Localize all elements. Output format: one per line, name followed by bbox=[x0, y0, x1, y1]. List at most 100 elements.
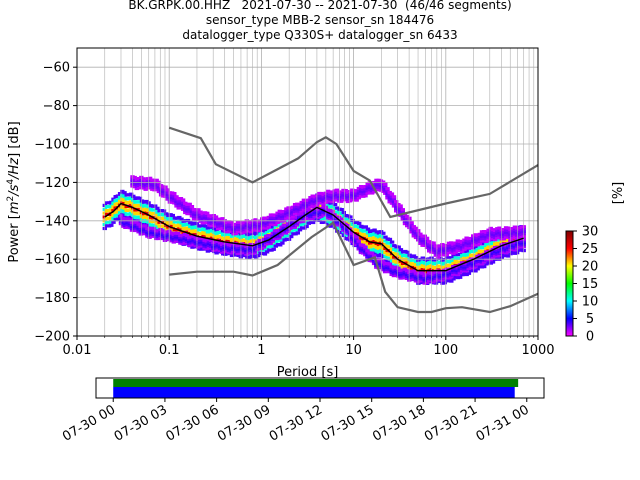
density-cell bbox=[431, 280, 436, 284]
density-cell bbox=[383, 182, 388, 186]
density-cell bbox=[305, 210, 311, 214]
density-cell bbox=[360, 247, 366, 251]
x-tick-label: 100 bbox=[433, 343, 458, 358]
density-cell bbox=[486, 235, 491, 239]
density-cell bbox=[503, 226, 509, 230]
density-cell bbox=[131, 217, 136, 221]
density-cell bbox=[383, 250, 388, 255]
density-cell bbox=[481, 254, 487, 258]
x-tick-label: 1000 bbox=[521, 343, 554, 358]
density-cell bbox=[115, 202, 121, 206]
colorbar-tick-label: 25 bbox=[582, 242, 599, 257]
density-cell bbox=[503, 228, 509, 232]
density-cell bbox=[242, 223, 247, 227]
density-cell bbox=[218, 238, 224, 242]
density-cell bbox=[486, 237, 491, 241]
density-cell bbox=[409, 230, 414, 234]
density-cell bbox=[431, 250, 436, 254]
density-cell bbox=[301, 217, 306, 221]
density-cell bbox=[191, 242, 196, 246]
density-cell bbox=[365, 249, 370, 253]
x-tick-label: 10 bbox=[345, 343, 362, 358]
density-cell bbox=[209, 217, 214, 221]
density-cell bbox=[360, 251, 366, 255]
density-cell bbox=[262, 229, 268, 233]
density-cell bbox=[174, 220, 180, 224]
density-cell bbox=[151, 227, 157, 231]
density-cell bbox=[286, 206, 291, 210]
density-cell bbox=[437, 276, 443, 280]
density-cell bbox=[400, 250, 406, 254]
density-cell bbox=[371, 261, 377, 266]
density-cell bbox=[179, 221, 184, 225]
density-cell bbox=[360, 249, 366, 253]
density-cell bbox=[136, 183, 142, 188]
density-cell bbox=[433, 262, 439, 266]
density-cell bbox=[131, 213, 136, 218]
timeline-tick-label: 07-30 18 bbox=[370, 402, 428, 444]
density-cell bbox=[196, 228, 202, 232]
density-cell bbox=[224, 247, 229, 251]
density-cell bbox=[169, 200, 175, 204]
density-cell bbox=[277, 236, 282, 240]
density-cell bbox=[486, 241, 491, 245]
density-cell bbox=[191, 240, 196, 244]
density-cell bbox=[279, 231, 284, 235]
density-cell bbox=[347, 194, 353, 198]
density-cell bbox=[470, 262, 476, 266]
density-cell bbox=[382, 268, 388, 272]
density-cell bbox=[393, 265, 399, 269]
density-cell bbox=[426, 276, 432, 281]
density-cell bbox=[347, 199, 353, 203]
density-cell bbox=[158, 228, 163, 232]
density-cell bbox=[158, 233, 163, 237]
density-cell bbox=[242, 238, 248, 242]
density-cell bbox=[457, 275, 463, 279]
density-cell bbox=[185, 222, 191, 226]
density-cell bbox=[303, 205, 309, 209]
density-cell bbox=[168, 220, 173, 224]
density-cell bbox=[433, 266, 439, 270]
density-cell bbox=[242, 230, 247, 234]
y-tick-label: −100 bbox=[34, 138, 70, 153]
density-cell bbox=[369, 191, 375, 195]
density-cell bbox=[475, 267, 480, 271]
density-cell bbox=[227, 232, 232, 236]
density-cell bbox=[200, 236, 205, 240]
density-cell bbox=[512, 248, 518, 252]
density-cell bbox=[115, 198, 121, 202]
density-cell bbox=[385, 187, 390, 191]
density-cell bbox=[301, 219, 306, 223]
density-cell bbox=[382, 270, 388, 274]
density-cell bbox=[363, 240, 368, 244]
density-cell bbox=[460, 249, 465, 254]
density-cell bbox=[136, 226, 141, 230]
y-axis-label-part: 2 bbox=[6, 196, 16, 202]
density-cell bbox=[440, 262, 445, 266]
density-cell bbox=[275, 220, 280, 224]
density-cell bbox=[438, 264, 443, 268]
density-cell bbox=[147, 231, 152, 236]
density-cell bbox=[316, 210, 322, 214]
density-cell bbox=[400, 254, 406, 258]
density-cell bbox=[473, 269, 478, 273]
density-cell bbox=[297, 228, 303, 232]
density-cell bbox=[363, 225, 368, 229]
density-cell bbox=[290, 217, 295, 222]
density-cell bbox=[165, 188, 170, 192]
density-cell bbox=[347, 192, 353, 196]
timeline-tick-label: 07-30 09 bbox=[215, 402, 273, 444]
density-cell bbox=[383, 243, 388, 247]
density-cell bbox=[380, 182, 386, 186]
density-cell bbox=[198, 219, 203, 223]
density-cell bbox=[264, 250, 270, 254]
density-cell bbox=[442, 244, 447, 248]
colorbar-label: [%] bbox=[611, 182, 626, 205]
density-cell bbox=[169, 198, 175, 202]
density-cell bbox=[433, 258, 439, 262]
density-cell bbox=[440, 258, 445, 262]
density-cell bbox=[347, 196, 353, 201]
density-cell bbox=[372, 236, 377, 240]
density-cell bbox=[442, 281, 447, 285]
